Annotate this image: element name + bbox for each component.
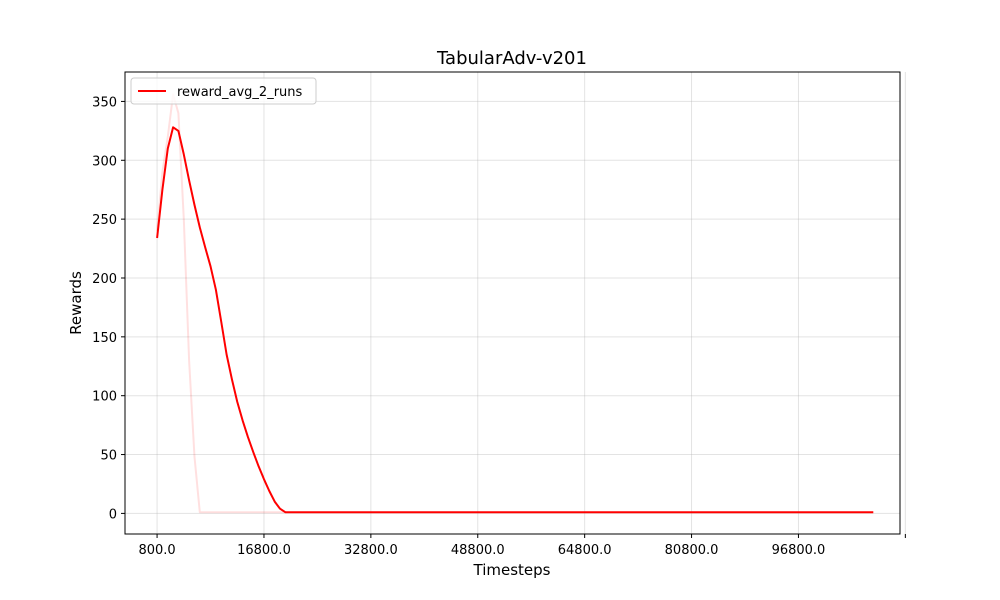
plot-area-frame — [124, 71, 901, 535]
y-tick-label: 300 — [92, 154, 117, 169]
y-tick-label: 350 — [92, 95, 117, 110]
y-axis-label: Rewards — [67, 271, 85, 335]
y-tick-label: 200 — [92, 272, 117, 287]
y-tick-label: 250 — [92, 213, 117, 228]
x-tick-label: 800.0 — [138, 543, 175, 558]
x-axis-ticks: 800.0 16800.0 32800.0 48800.0 64800.0 80800.0… — [138, 534, 906, 558]
legend-label: reward_avg_2_runs — [177, 85, 303, 100]
series-line-faint — [156, 93, 286, 514]
y-tick-label: 50 — [100, 449, 117, 464]
series-layer — [156, 93, 874, 514]
y-tick-label: 150 — [92, 331, 117, 346]
x-tick-label: 80800.0 — [665, 543, 719, 558]
series-line-reward_avg_2_runs — [156, 126, 874, 514]
chart-title: TabularAdv-v201 — [436, 48, 587, 69]
grid — [125, 72, 906, 534]
legend: reward_avg_2_runs — [130, 77, 317, 105]
legend-box — [130, 77, 317, 105]
x-tick-label: 96800.0 — [772, 543, 826, 558]
x-tick-label: 16800.0 — [237, 543, 291, 558]
y-tick-label: 100 — [92, 390, 117, 405]
x-tick-label: 32800.0 — [344, 543, 398, 558]
y-tick-label: 0 — [109, 507, 117, 522]
x-axis-label: Timesteps — [473, 561, 551, 579]
x-tick-label: 48800.0 — [451, 543, 505, 558]
x-tick-label: 64800.0 — [558, 543, 612, 558]
y-axis-ticks: 0 50 100 150 200 250 300 350 — [92, 95, 125, 522]
